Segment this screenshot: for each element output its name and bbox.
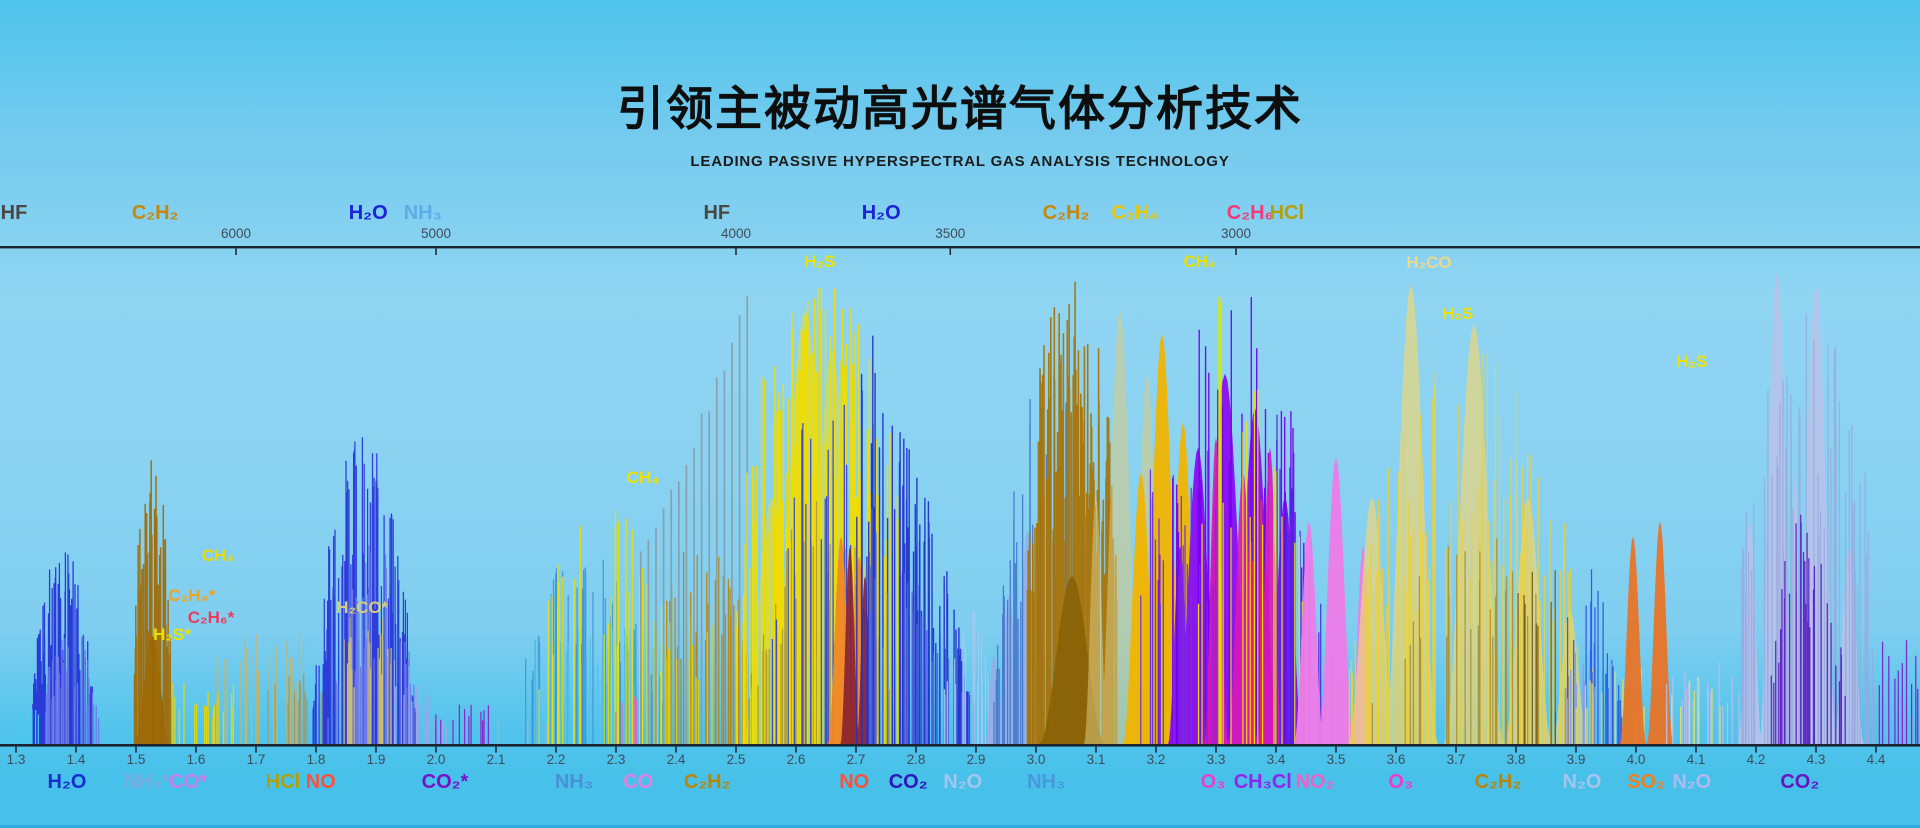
page-subtitle: LEADING PASSIVE HYPERSPECTRAL GAS ANALYS… — [690, 153, 1230, 170]
bottom-edge-strip — [0, 825, 1920, 828]
page-title: 引领主被动高光谱气体分析技术 — [617, 82, 1303, 135]
